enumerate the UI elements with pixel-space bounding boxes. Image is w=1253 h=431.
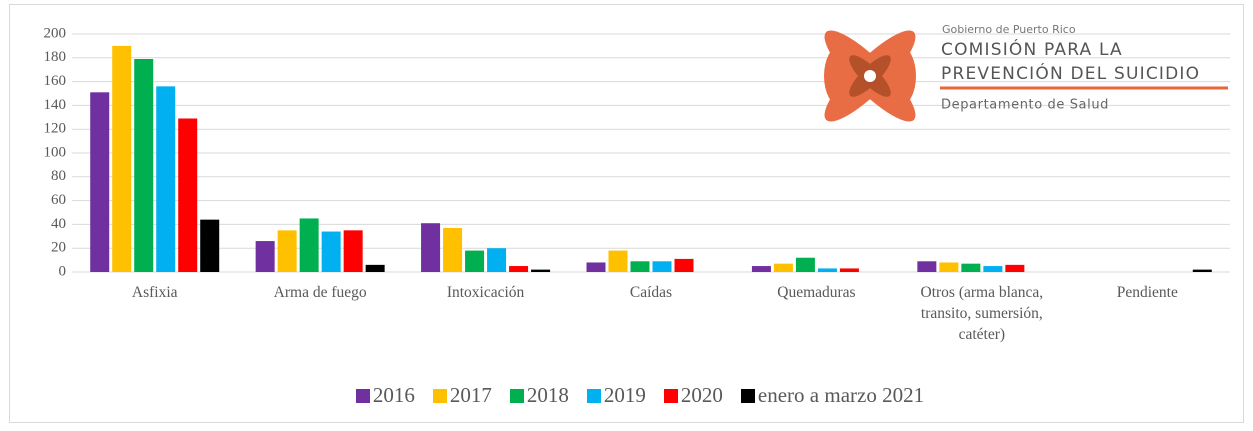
frame (9, 4, 1244, 423)
bar (939, 262, 959, 272)
legend: 2016 2017 2018 2019 2020 enero a marzo 2021 (0, 383, 1253, 408)
legend-item: enero a marzo 2021 (740, 383, 925, 408)
x-tick-label: Pendiente (1116, 284, 1178, 301)
legend-label: 2018 (526, 383, 569, 407)
bar (365, 264, 385, 272)
y-tick-label: 80 (51, 168, 66, 184)
legend-item: 2016 (355, 383, 415, 408)
bar (795, 257, 815, 272)
legend-swatch (663, 388, 678, 403)
bar (917, 261, 937, 272)
legend-item: 2018 (509, 383, 569, 408)
x-tick-label: Asfixia (131, 284, 178, 301)
y-tick-label: 40 (51, 216, 66, 232)
y-tick-label: 120 (44, 121, 67, 137)
bar (443, 227, 463, 272)
bar (839, 268, 859, 272)
bar (178, 118, 198, 273)
x-tick-label: Caídas (629, 284, 673, 301)
bar (112, 45, 132, 273)
bar (586, 262, 606, 272)
logo: Gobierno de Puerto Rico COMISIÓN PARA LA… (824, 23, 1228, 122)
bar (200, 219, 220, 272)
bar (961, 263, 981, 272)
bar (773, 263, 793, 272)
x-tick-label: Arma de fuego (273, 284, 367, 301)
legend-label: 2017 (449, 383, 492, 407)
logo-text: PREVENCIÓN DEL SUICIDIO (941, 62, 1200, 84)
y-tick-label: 60 (51, 192, 66, 208)
grid: 0 20 40 60 80 100 120 140 160 180 200 (44, 25, 1230, 279)
bar (465, 250, 485, 272)
legend-swatch (355, 388, 370, 403)
bar (134, 58, 154, 272)
legend-label: 2016 (372, 383, 415, 407)
y-tick-label: 140 (44, 97, 67, 113)
legend-item: 2020 (663, 383, 723, 408)
logo-text: COMISIÓN PARA LA (941, 38, 1123, 60)
bar (652, 261, 672, 272)
bar (630, 261, 650, 272)
bar (277, 230, 297, 272)
y-tick-label: 200 (44, 25, 67, 41)
legend-item: 2019 (586, 383, 646, 408)
bar (321, 231, 341, 272)
bar (674, 258, 694, 272)
bar (1192, 269, 1212, 272)
x-tick-label: Intoxicación (446, 284, 525, 301)
bar (608, 250, 628, 272)
legend-swatch (509, 388, 524, 403)
bar (531, 269, 551, 272)
bar (509, 266, 529, 272)
legend-swatch (740, 388, 755, 403)
legend-item: 2017 (432, 383, 492, 408)
legend-swatch (586, 388, 601, 403)
bar (751, 266, 771, 272)
bar (255, 241, 275, 272)
x-tick-label: Otros (arma blanca, transito, sumersión,… (920, 284, 1044, 343)
bar (487, 248, 507, 272)
bar (421, 223, 441, 272)
bar (1005, 264, 1025, 272)
legend-label: enero a marzo 2021 (757, 383, 925, 407)
logo-text: Departamento de Salud (941, 98, 1109, 113)
bar (343, 230, 363, 272)
bar (299, 218, 319, 272)
bar (983, 266, 1003, 272)
x-tick-label: Quemaduras (777, 284, 856, 301)
legend-label: 2020 (680, 383, 723, 407)
y-tick-label: 160 (44, 73, 67, 89)
y-tick-label: 100 (44, 144, 67, 160)
legend-swatch (432, 388, 447, 403)
bars (90, 45, 1212, 273)
legend-label: 2019 (603, 383, 646, 407)
y-tick-label: 0 (59, 263, 67, 279)
y-tick-label: 180 (44, 49, 67, 65)
logo-text: Gobierno de Puerto Rico (942, 23, 1076, 36)
y-tick-label: 20 (51, 240, 66, 256)
bar (90, 92, 110, 272)
bar (156, 86, 176, 272)
bar (817, 268, 837, 272)
